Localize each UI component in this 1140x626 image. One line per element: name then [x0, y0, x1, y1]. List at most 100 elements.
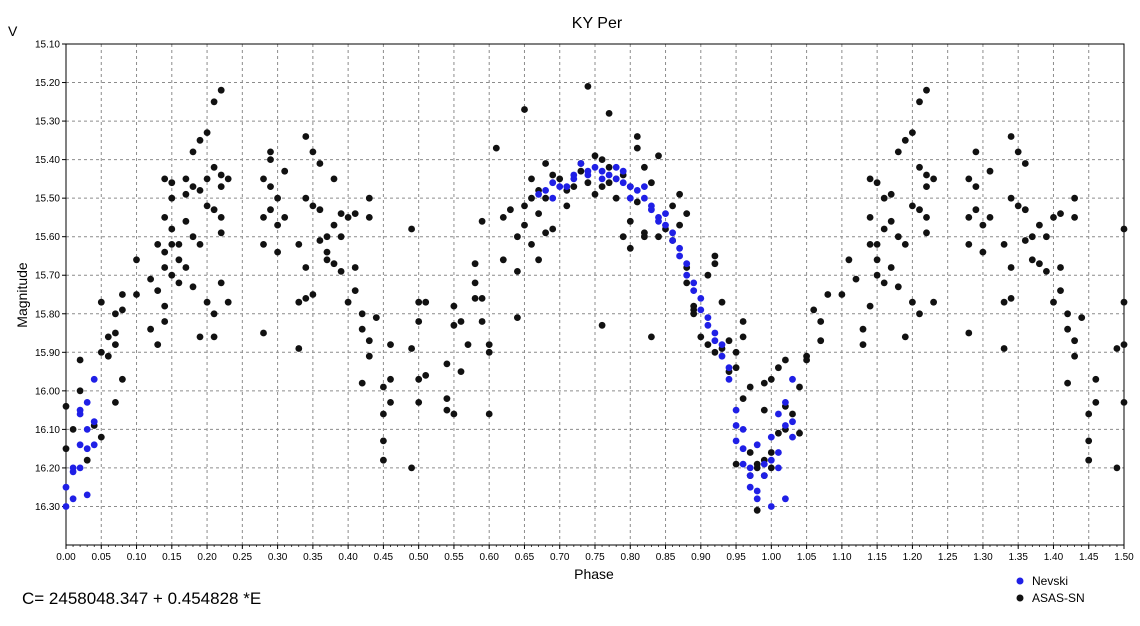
data-point-nevski — [549, 179, 557, 187]
x-tick-label: 0.70 — [550, 552, 570, 563]
data-point-nevski — [90, 441, 98, 449]
data-point-nevski — [641, 194, 648, 202]
data-point-nevski — [789, 418, 796, 426]
y-tick-label: 16.30 — [35, 502, 60, 513]
data-point-asas-sn — [485, 410, 493, 418]
x-tick-label: 1.15 — [867, 552, 887, 563]
x-tick-label: 0.65 — [515, 552, 535, 563]
data-point-asas-sn — [260, 329, 267, 337]
y-tick-label: 15.80 — [35, 309, 60, 320]
data-point-asas-sn — [972, 206, 980, 214]
ephemeris-annotation: C= 2458048.347 + 0.454828 *E — [22, 589, 261, 608]
data-point-asas-sn — [203, 175, 211, 183]
data-point-asas-sn — [810, 306, 818, 314]
data-point-asas-sn — [859, 325, 867, 333]
data-point-asas-sn — [267, 183, 274, 191]
data-point-asas-sn — [344, 298, 352, 306]
data-point-asas-sn — [408, 464, 415, 472]
data-point-asas-sn — [210, 310, 218, 318]
data-point-asas-sn — [648, 333, 655, 341]
data-point-nevski — [697, 295, 705, 302]
data-point-asas-sn — [1007, 264, 1015, 271]
data-point-asas-sn — [210, 206, 218, 214]
data-point-asas-sn — [746, 383, 754, 391]
legend-label-nevski: Nevski — [1032, 574, 1068, 588]
data-point-asas-sn — [986, 167, 994, 175]
data-point-asas-sn — [732, 460, 740, 468]
data-point-asas-sn — [267, 148, 274, 156]
data-point-asas-sn — [182, 217, 190, 225]
data-point-asas-sn — [1120, 341, 1128, 348]
data-point-asas-sn — [196, 241, 204, 248]
data-point-nevski — [775, 464, 782, 472]
data-point-asas-sn — [789, 410, 796, 418]
data-point-asas-sn — [309, 148, 317, 156]
x-tick-label: 0.45 — [374, 552, 394, 563]
data-point-asas-sn — [916, 98, 923, 106]
data-point-asas-sn — [753, 506, 761, 514]
data-point-asas-sn — [1043, 268, 1050, 275]
data-point-asas-sn — [690, 310, 698, 318]
data-point-asas-sn — [923, 171, 930, 179]
data-point-asas-sn — [683, 210, 691, 218]
data-point-asas-sn — [570, 183, 578, 191]
legend-marker-asas-sn — [1016, 594, 1024, 602]
data-point-asas-sn — [323, 256, 331, 264]
data-point-asas-sn — [1028, 256, 1036, 264]
data-point-asas-sn — [873, 271, 881, 279]
data-point-asas-sn — [584, 83, 592, 90]
grid-layer — [66, 44, 1124, 545]
data-point-asas-sn — [598, 321, 606, 329]
data-point-nevski — [676, 252, 683, 260]
data-point-asas-sn — [478, 217, 486, 225]
data-point-nevski — [767, 503, 775, 510]
data-point-asas-sn — [316, 237, 324, 244]
data-point-asas-sn — [161, 264, 169, 271]
x-tick-label: 0.25 — [233, 552, 253, 563]
data-point-asas-sn — [930, 298, 937, 306]
data-point-asas-sn — [514, 268, 521, 275]
data-point-asas-sn — [965, 329, 973, 337]
x-tick-label: 0.00 — [56, 552, 76, 563]
data-point-asas-sn — [203, 129, 211, 137]
data-point-nevski — [690, 279, 698, 287]
data-point-nevski — [626, 183, 634, 191]
data-point-asas-sn — [1036, 221, 1043, 229]
data-point-nevski — [76, 464, 84, 472]
data-point-asas-sn — [746, 449, 754, 456]
data-point-asas-sn — [97, 348, 105, 356]
data-point-asas-sn — [965, 175, 973, 183]
data-point-nevski — [676, 244, 683, 252]
data-point-nevski — [704, 314, 712, 321]
data-point-asas-sn — [154, 241, 162, 248]
data-point-asas-sn — [916, 206, 923, 214]
data-point-asas-sn — [1036, 260, 1043, 268]
data-point-asas-sn — [894, 233, 902, 241]
data-point-asas-sn — [97, 433, 105, 441]
data-point-nevski — [782, 495, 789, 503]
data-point-asas-sn — [1085, 410, 1093, 418]
data-point-asas-sn — [873, 241, 881, 248]
data-point-asas-sn — [323, 248, 331, 256]
data-point-nevski — [563, 183, 571, 191]
data-point-nevski — [782, 399, 789, 406]
data-point-asas-sn — [1085, 437, 1093, 445]
data-point-asas-sn — [704, 341, 712, 348]
x-tick-label: 0.95 — [726, 552, 746, 563]
y-tick-label: 15.10 — [35, 40, 60, 51]
data-point-asas-sn — [521, 106, 528, 113]
data-point-nevski — [725, 375, 733, 383]
data-point-asas-sn — [1021, 160, 1029, 167]
data-point-asas-sn — [309, 291, 317, 298]
data-point-asas-sn — [803, 356, 810, 364]
legend-marker-nevski — [1016, 577, 1024, 585]
data-point-nevski — [83, 445, 91, 453]
data-point-asas-sn — [492, 144, 500, 152]
data-point-asas-sn — [415, 375, 423, 383]
data-point-asas-sn — [119, 375, 126, 383]
data-point-asas-sn — [203, 202, 211, 210]
data-point-asas-sn — [471, 279, 479, 287]
data-point-nevski — [760, 472, 768, 479]
data-point-asas-sn — [535, 256, 542, 264]
data-point-asas-sn — [859, 341, 867, 348]
